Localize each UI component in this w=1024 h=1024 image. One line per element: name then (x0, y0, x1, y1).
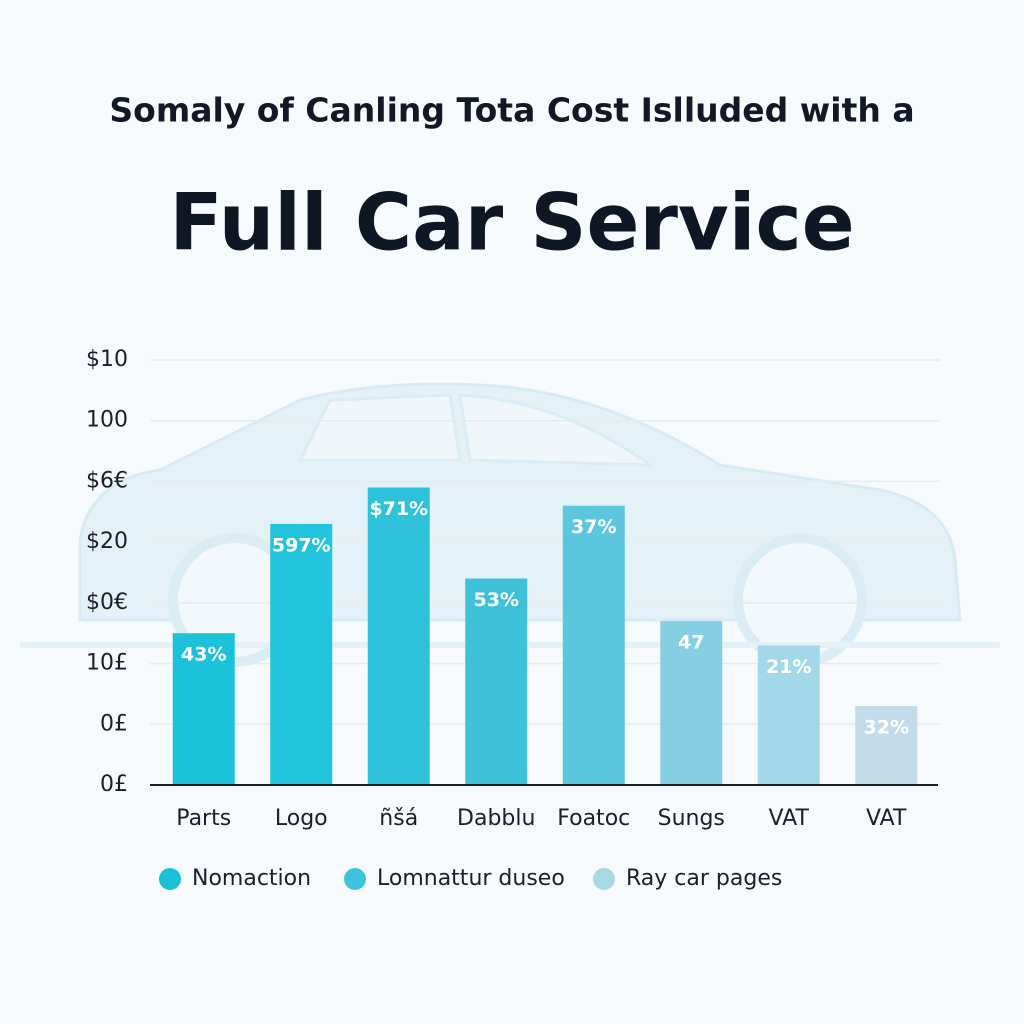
y-tick-label: $20 (86, 529, 128, 554)
x-tick-label: Sungs (658, 806, 725, 831)
legend-label: Nomaction (192, 866, 311, 891)
x-tick-label: VAT (769, 806, 810, 831)
bar (562, 505, 625, 785)
value-label: 32% (864, 717, 909, 739)
x-tick-label: Parts (176, 806, 231, 831)
value-label: $71% (369, 498, 428, 520)
legend-swatch (159, 868, 181, 890)
x-tick-label: Dabblu (457, 806, 535, 831)
y-tick-label: 0£ (100, 711, 128, 736)
bar (465, 578, 528, 785)
bar (172, 633, 235, 785)
bar (660, 621, 723, 785)
y-tick-label: 10£ (86, 651, 128, 676)
x-tick-label: Foatoc (557, 806, 630, 831)
y-tick-label: 100 (86, 408, 128, 433)
bar (367, 487, 430, 785)
legend-label: Ray car pages (626, 866, 782, 891)
chart-title: Full Car Service (169, 178, 854, 268)
x-tick-label: VAT (866, 806, 907, 831)
value-label: 37% (571, 516, 616, 538)
legend-label: Lomnattur duseo (377, 866, 565, 891)
bar (757, 645, 820, 785)
value-label: 597% (272, 534, 331, 556)
bar (855, 706, 918, 785)
value-label: 47 (678, 632, 704, 654)
y-tick-label: $6€ (86, 468, 128, 493)
x-tick-label: Logo (275, 806, 328, 831)
chart-title-line: Somaly of Canling Tota Cost Islluded wit… (109, 91, 914, 130)
value-label: 53% (474, 589, 519, 611)
legend-swatch (344, 868, 366, 890)
value-label: 21% (766, 656, 811, 678)
value-label: 43% (181, 644, 226, 666)
y-tick-label: 0£ (100, 772, 128, 797)
y-tick-label: $0€ (86, 590, 128, 615)
bar (270, 523, 333, 785)
legend-swatch (593, 868, 615, 890)
y-tick-label: $10 (86, 347, 128, 372)
x-tick-label: ñšá (379, 806, 418, 831)
